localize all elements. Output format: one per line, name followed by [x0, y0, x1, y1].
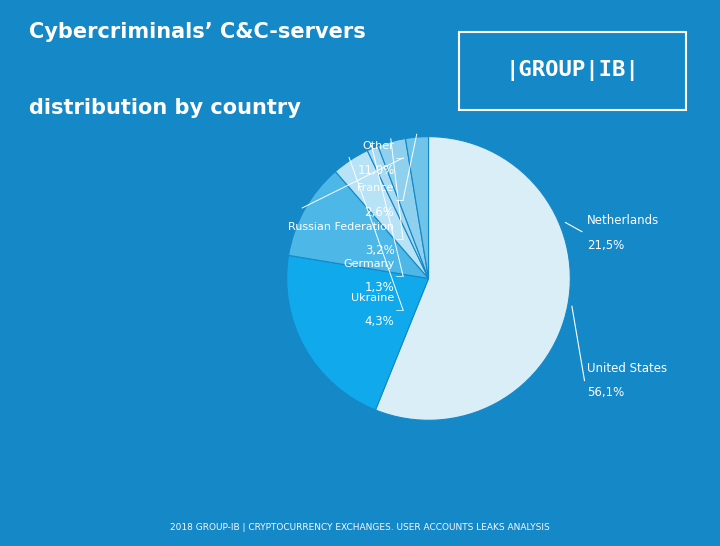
- Text: Germany: Germany: [343, 259, 395, 269]
- Text: Russian Federation: Russian Federation: [289, 222, 395, 232]
- Text: 4,3%: 4,3%: [365, 316, 395, 328]
- Text: France: France: [357, 183, 395, 193]
- Wedge shape: [378, 139, 428, 278]
- Bar: [459, 32, 685, 110]
- Text: 56,1%: 56,1%: [588, 386, 624, 399]
- Wedge shape: [289, 171, 428, 278]
- Text: Other: Other: [363, 141, 395, 151]
- Text: 2,6%: 2,6%: [364, 206, 395, 219]
- Wedge shape: [336, 151, 428, 278]
- Text: 11,0%: 11,0%: [357, 164, 395, 176]
- Text: Ukraine: Ukraine: [351, 293, 395, 302]
- Text: United States: United States: [588, 362, 667, 375]
- Text: 2018 GROUP-IB | CRYPTOCURRENCY EXCHANGES. USER ACCOUNTS LEAKS ANALYSIS: 2018 GROUP-IB | CRYPTOCURRENCY EXCHANGES…: [170, 524, 550, 532]
- Text: |GROUP|IB|: |GROUP|IB|: [505, 61, 639, 81]
- Text: distribution by country: distribution by country: [29, 98, 301, 118]
- Wedge shape: [405, 136, 428, 278]
- Wedge shape: [375, 136, 570, 420]
- Text: 1,3%: 1,3%: [365, 281, 395, 294]
- Text: 21,5%: 21,5%: [588, 239, 624, 252]
- Text: 3,2%: 3,2%: [365, 245, 395, 257]
- Wedge shape: [367, 146, 428, 278]
- Wedge shape: [287, 256, 428, 410]
- Text: Netherlands: Netherlands: [588, 215, 660, 227]
- Text: Cybercriminals’ C&C-servers: Cybercriminals’ C&C-servers: [29, 22, 366, 42]
